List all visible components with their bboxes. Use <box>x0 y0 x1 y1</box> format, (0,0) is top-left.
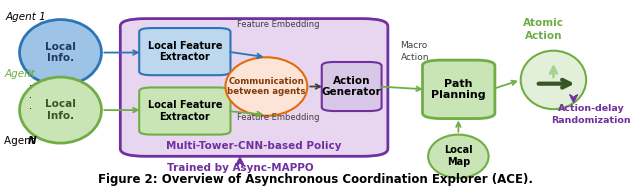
Ellipse shape <box>521 51 586 109</box>
FancyBboxPatch shape <box>139 87 230 135</box>
Text: Randomization: Randomization <box>552 116 631 125</box>
Text: Communication
between agents: Communication between agents <box>227 77 306 96</box>
Text: Feature Embedding: Feature Embedding <box>237 20 319 29</box>
FancyBboxPatch shape <box>139 28 230 75</box>
Text: k: k <box>28 69 34 79</box>
Text: Local
Info.: Local Info. <box>45 42 76 63</box>
Ellipse shape <box>428 135 488 178</box>
Text: Action: Action <box>401 53 429 62</box>
Text: Local
Info.: Local Info. <box>45 99 76 121</box>
Text: Agent 1: Agent 1 <box>6 12 47 22</box>
Text: Path
Planning: Path Planning <box>431 78 486 100</box>
Text: Figure 2: Overview of Asynchronous Coordination Explorer (ACE).: Figure 2: Overview of Asynchronous Coord… <box>98 173 533 185</box>
Text: Macro: Macro <box>401 41 428 51</box>
Text: Agent: Agent <box>4 136 38 146</box>
FancyBboxPatch shape <box>120 19 388 156</box>
Text: Action: Action <box>525 31 562 41</box>
Text: Action
Generator: Action Generator <box>322 76 381 97</box>
Text: Atomic: Atomic <box>523 18 564 28</box>
Text: ·
·
·: · · · <box>29 81 33 114</box>
Ellipse shape <box>20 20 101 86</box>
Text: Local Feature
Extractor: Local Feature Extractor <box>148 41 222 63</box>
Text: Trained by Async-MAPPO: Trained by Async-MAPPO <box>166 163 313 173</box>
Ellipse shape <box>225 57 307 116</box>
Text: Local Feature
Extractor: Local Feature Extractor <box>148 100 222 122</box>
Text: Local
Map: Local Map <box>444 146 473 167</box>
Text: Agent: Agent <box>4 69 38 79</box>
FancyBboxPatch shape <box>322 62 381 111</box>
Text: Multi-Tower-CNN-based Policy: Multi-Tower-CNN-based Policy <box>166 141 342 151</box>
Text: Feature Embedding: Feature Embedding <box>237 113 319 122</box>
FancyBboxPatch shape <box>422 60 495 119</box>
Text: N: N <box>28 136 36 146</box>
Ellipse shape <box>20 77 101 143</box>
Text: Action-delay: Action-delay <box>558 104 625 113</box>
